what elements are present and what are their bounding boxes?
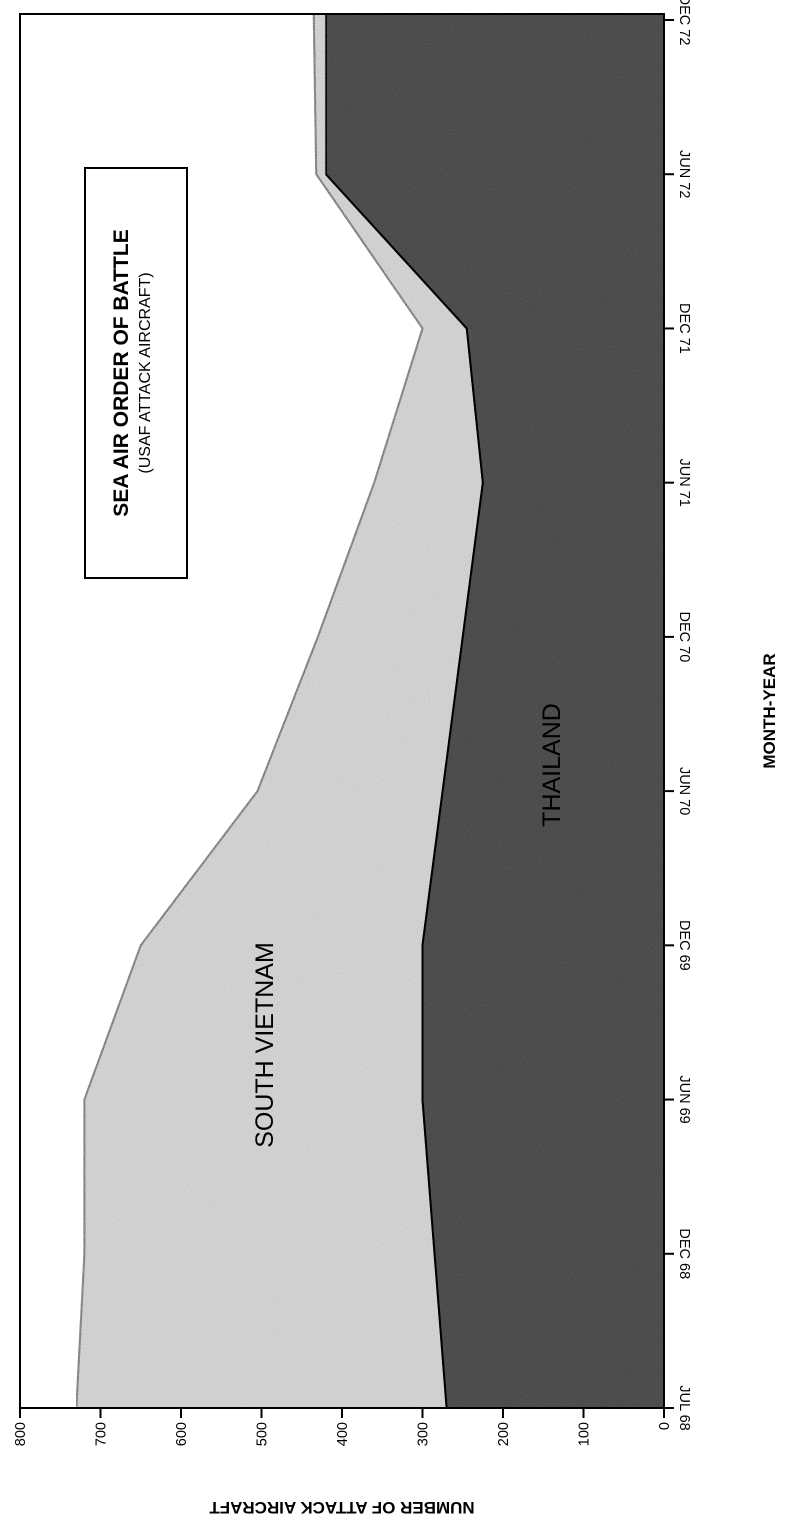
- y-axis-title: NUMBER OF ATTACK AIRCRAFT: [209, 1498, 475, 1517]
- y-tick-label: 500: [255, 1422, 271, 1446]
- y-tick-label: 100: [577, 1422, 593, 1446]
- y-axis: 0 100 200 300 400 500 600 700 800: [13, 1408, 673, 1446]
- x-tick-label: DEC 68: [676, 1228, 692, 1279]
- x-tick-label: DEC 69: [676, 920, 692, 971]
- y-tick-label: 400: [335, 1422, 351, 1446]
- y-tick-label: 600: [174, 1422, 190, 1446]
- title-box: SEA AIR ORDER OF BATTLE (USAF ATTACK AIR…: [84, 167, 188, 579]
- x-tick-label: DEC 70: [676, 611, 692, 662]
- x-tick-label: JUN 71: [676, 458, 692, 506]
- x-tick-label: JUN 69: [676, 1075, 692, 1123]
- x-tick-label: JUN 72: [676, 150, 692, 198]
- x-tick-label: JUN 70: [676, 767, 692, 815]
- x-axis: JUL 68 DEC 68 JUN 69 DEC 69 JUN 70 DEC 70 JUN …: [664, 0, 692, 1431]
- y-tick-label: 700: [94, 1422, 110, 1446]
- chart-subtitle: (USAF ATTACK AIRCRAFT): [137, 272, 154, 473]
- chart-title: SEA AIR ORDER OF BATTLE: [110, 229, 133, 516]
- y-tick-label: 200: [496, 1422, 512, 1446]
- y-tick-label: 0: [657, 1422, 673, 1430]
- x-tick-label: DEC 71: [676, 303, 692, 354]
- x-tick-label: DEC 72: [676, 0, 692, 45]
- y-tick-label: 800: [13, 1422, 29, 1446]
- x-tick-label: JUL 68: [676, 1385, 692, 1430]
- y-tick-label: 300: [416, 1422, 432, 1446]
- south-vietnam-label: SOUTH VIETNAM: [251, 942, 279, 1148]
- plot-area: [19, 13, 665, 1409]
- thailand-label: THAILAND: [538, 703, 566, 827]
- x-axis-title: MONTH-YEAR: [760, 653, 779, 768]
